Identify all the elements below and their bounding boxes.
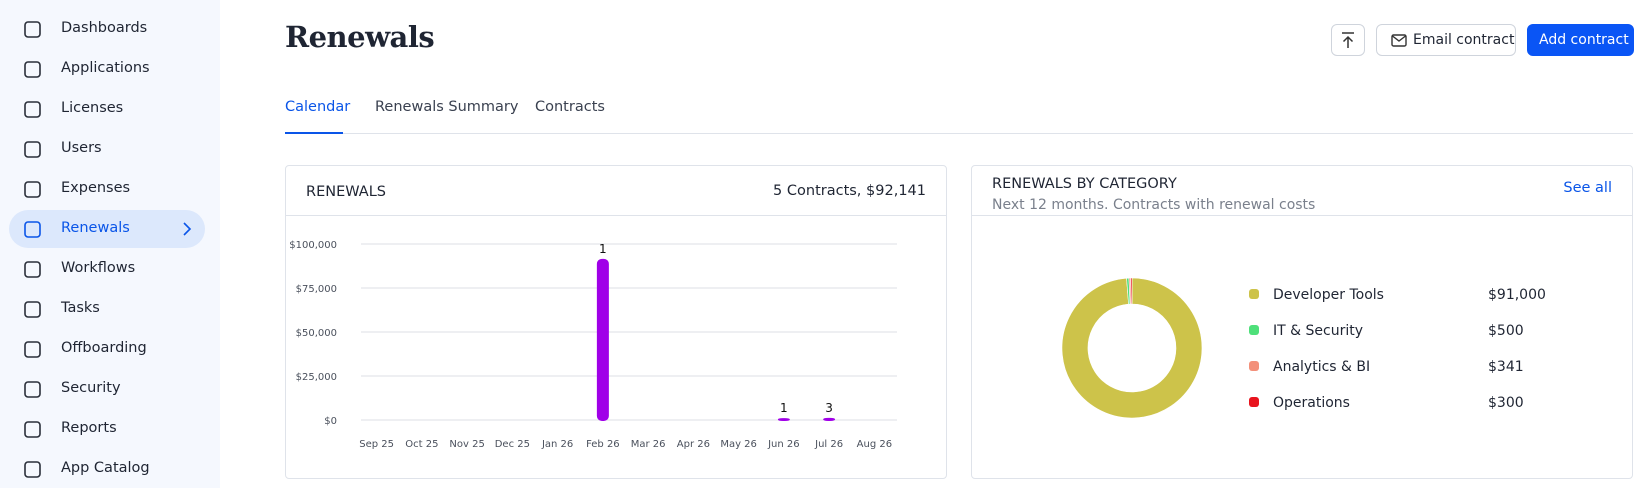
chevron [183, 222, 192, 236]
export-button[interactable] [1331, 24, 1365, 56]
nav-icon [24, 221, 41, 238]
card-title: RENEWALS BY CATEGORY [992, 176, 1177, 192]
nav-label: Users [61, 140, 102, 156]
nav-icon [24, 141, 41, 158]
nav-icon [24, 101, 41, 118]
nav-item[interactable]: App Catalog [9, 450, 205, 488]
tab-underline [285, 132, 343, 134]
nav-icon [24, 341, 41, 358]
mail-icon [1391, 34, 1407, 47]
chevron-path [183, 222, 192, 236]
icon-shape [24, 141, 41, 158]
category-card: RENEWALS BY CATEGORY Next 12 months. Con… [971, 165, 1633, 479]
nav-label: Tasks [61, 300, 100, 316]
nav-icon [24, 381, 41, 398]
card-divider [972, 215, 1632, 216]
nav-item[interactable]: Applications [9, 50, 205, 88]
export-icon [1342, 32, 1354, 48]
card-title: RENEWALS [306, 184, 386, 200]
icon-shape [24, 261, 41, 278]
tab[interactable]: Renewals Summary [375, 99, 519, 115]
nav-item[interactable]: Workflows [9, 250, 205, 288]
nav-item[interactable]: Security [9, 370, 205, 408]
nav-label: Expenses [61, 180, 131, 196]
nav-icon [24, 21, 41, 38]
nav-icon [24, 421, 41, 438]
nav-icon [24, 181, 41, 198]
icon-shape [24, 301, 41, 318]
tab[interactable]: Calendar [285, 99, 351, 115]
nav-label: Offboarding [61, 340, 147, 356]
add-contract-button[interactable]: Add contract [1527, 24, 1634, 56]
button-label: Add contract [1539, 32, 1629, 48]
nav-label: Licenses [61, 100, 124, 116]
card-subtitle: Next 12 months. Contracts with renewal c… [992, 197, 1316, 213]
icon-shape [24, 341, 41, 358]
nav-icon [24, 61, 41, 78]
icon-shape [24, 221, 41, 238]
icon-shape [24, 461, 41, 478]
icon-shape [24, 181, 41, 198]
page-title: Renewals [285, 20, 435, 54]
nav-icon [24, 261, 41, 278]
renewals-card: RENEWALS 5 Contracts, $92,141 [285, 165, 947, 479]
nav-item[interactable]: Licenses [9, 90, 205, 128]
nav-icon [24, 301, 41, 318]
icon-shape [24, 421, 41, 438]
nav-item[interactable]: Tasks [9, 290, 205, 328]
nav-label: Dashboards [61, 20, 148, 36]
card-divider [286, 215, 946, 216]
nav-item[interactable]: Users [9, 130, 205, 168]
nav-item[interactable]: Renewals [9, 210, 205, 248]
nav-item[interactable]: Dashboards [9, 10, 205, 48]
icon-shape [24, 101, 41, 118]
nav-label: App Catalog [61, 460, 150, 476]
sidebar: Dashboards Applications Licenses Users Expen… [0, 0, 220, 488]
icon-shape [24, 381, 41, 398]
nav-label: Renewals [61, 220, 130, 236]
nav-icon [24, 461, 41, 478]
see-all-link[interactable]: See all [1563, 180, 1612, 196]
button-label: Email contract [1413, 32, 1515, 48]
nav-label: Security [61, 380, 121, 396]
tab[interactable]: Contracts [535, 99, 605, 115]
icon-shape [24, 61, 41, 78]
nav-item[interactable]: Expenses [9, 170, 205, 208]
nav-label: Applications [61, 60, 150, 76]
tab-divider [285, 133, 1633, 134]
email-contract-button[interactable]: Email contract [1376, 24, 1516, 56]
nav-label: Reports [61, 420, 117, 436]
nav-label: Workflows [61, 260, 136, 276]
card-summary: 5 Contracts, $92,141 [773, 183, 926, 199]
nav-item[interactable]: Reports [9, 410, 205, 448]
icon-shape [24, 21, 41, 38]
nav-item[interactable]: Offboarding [9, 330, 205, 368]
